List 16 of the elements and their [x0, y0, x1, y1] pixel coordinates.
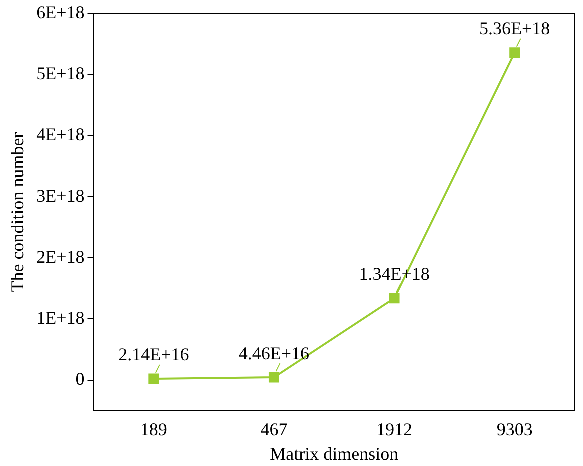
x-axis-title: Matrix dimension	[270, 444, 399, 464]
x-tick-label: 1912	[376, 419, 413, 440]
y-tick-label: 3E+18	[36, 186, 85, 206]
y-tick-label: 1E+18	[36, 308, 85, 328]
y-tick-label: 2E+18	[36, 246, 85, 267]
y-axis-title: The condition number	[8, 132, 28, 292]
x-tick-label: 189	[140, 419, 168, 440]
data-label: 4.46E+16	[238, 343, 310, 364]
data-label: 2.14E+16	[118, 344, 190, 365]
x-tick-label: 467	[260, 419, 288, 440]
y-tick-label: 4E+18	[36, 124, 85, 145]
y-tick-label: 0	[76, 368, 85, 389]
y-tick-label: 5E+18	[36, 64, 85, 84]
data-label: 5.36E+18	[480, 18, 550, 39]
y-tick-label: 6E+18	[36, 2, 85, 23]
x-tick-label: 9303	[496, 419, 533, 440]
